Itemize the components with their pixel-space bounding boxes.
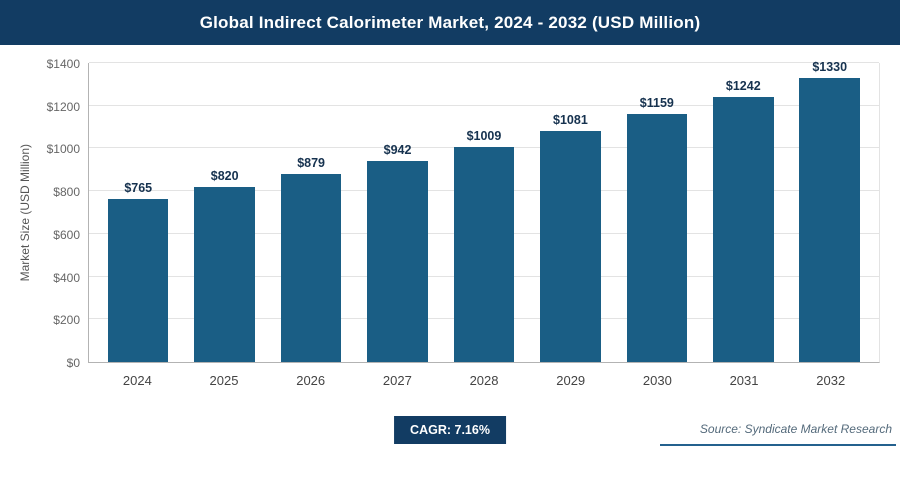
y-axis-title: Market Size (USD Million)	[18, 144, 32, 282]
bar-slot: $1159	[614, 96, 700, 362]
bar-slot: $1009	[441, 129, 527, 362]
chart-title-bar: Global Indirect Calorimeter Market, 2024…	[0, 0, 900, 45]
bar-2025	[194, 186, 255, 362]
bar-2026	[280, 174, 342, 362]
x-axis-label: 2026	[296, 373, 326, 388]
plot-area: $765 $820 $879 $942 $1009 $1081 $1159 $1242 $133…	[88, 60, 880, 363]
x-axis-label: 2032	[816, 373, 846, 388]
bar-slot: $1330	[787, 60, 873, 362]
bar-2032	[799, 77, 860, 362]
bar-2030	[626, 114, 688, 362]
x-axis-label: 2027	[382, 373, 412, 388]
bar-value-label: $879	[297, 156, 325, 171]
y-tick-label: $800	[53, 185, 80, 200]
bar-slot: $1081	[527, 113, 613, 362]
bar-2031	[713, 96, 774, 362]
y-tick-label: $400	[53, 270, 80, 285]
bar-2028	[453, 146, 515, 362]
chart-footer: CAGR: 7.16% Source: Syndicate Market Res…	[0, 414, 900, 456]
bar-value-label: $765	[124, 180, 153, 195]
x-axis-label: 2031	[729, 373, 759, 388]
bar-value-label: $1330	[812, 59, 848, 74]
plot-column: $765 $820 $879 $942 $1009 $1081 $1159 $1242 $133…	[88, 60, 880, 388]
y-tick-label: $1400	[46, 57, 80, 71]
y-tick-label: $200	[53, 313, 80, 328]
bar-2027	[367, 160, 428, 362]
y-tick-label: $1200	[46, 99, 80, 114]
y-tick-label: $1000	[46, 142, 80, 157]
x-axis-label: 2024	[122, 373, 152, 388]
bar-value-label: $1009	[466, 128, 502, 143]
x-axis-label: 2030	[642, 373, 672, 388]
bar-slot: $820	[181, 169, 267, 362]
y-tick-label: $0	[66, 356, 80, 370]
chart-container: Market Size (USD Million) $0 $200 $400 $600…	[0, 45, 900, 388]
gridline	[89, 62, 879, 63]
y-axis-title-column: Market Size (USD Million)	[14, 63, 36, 363]
y-axis-ticks: $0 $200 $400 $600 $800 $1000 $1200 $1400	[36, 57, 88, 370]
bar-value-label: $1159	[639, 96, 674, 111]
bar-slot: $765	[95, 181, 181, 362]
x-axis-label: 2025	[209, 373, 239, 388]
bar-value-label: $1081	[553, 113, 588, 128]
gridline	[89, 104, 879, 106]
bar-slot: $879	[268, 156, 354, 362]
source-text: Source: Syndicate Market Research	[699, 422, 892, 436]
bar-slot: $1242	[700, 79, 786, 362]
cagr-badge: CAGR: 7.16%	[394, 416, 506, 444]
bar-2024	[107, 198, 169, 362]
x-axis-label: 2029	[556, 373, 586, 388]
x-axis-label: 2028	[469, 373, 499, 388]
bar-2029	[540, 131, 601, 362]
bar-value-label: $1242	[725, 78, 761, 93]
bar-value-label: $820	[210, 168, 239, 183]
bar-value-label: $942	[383, 142, 412, 157]
chart-title: Global Indirect Calorimeter Market, 2024…	[199, 12, 701, 32]
source-attribution: Source: Syndicate Market Research	[659, 420, 896, 446]
bars-row: $765 $820 $879 $942 $1009 $1081 $1159 $1242 $133…	[89, 60, 879, 362]
bar-slot: $942	[354, 143, 440, 362]
y-tick-label: $600	[53, 227, 80, 242]
x-axis-labels: 2024 2025 2026 2027 2028 2029 2030 2031 2032	[88, 373, 880, 388]
